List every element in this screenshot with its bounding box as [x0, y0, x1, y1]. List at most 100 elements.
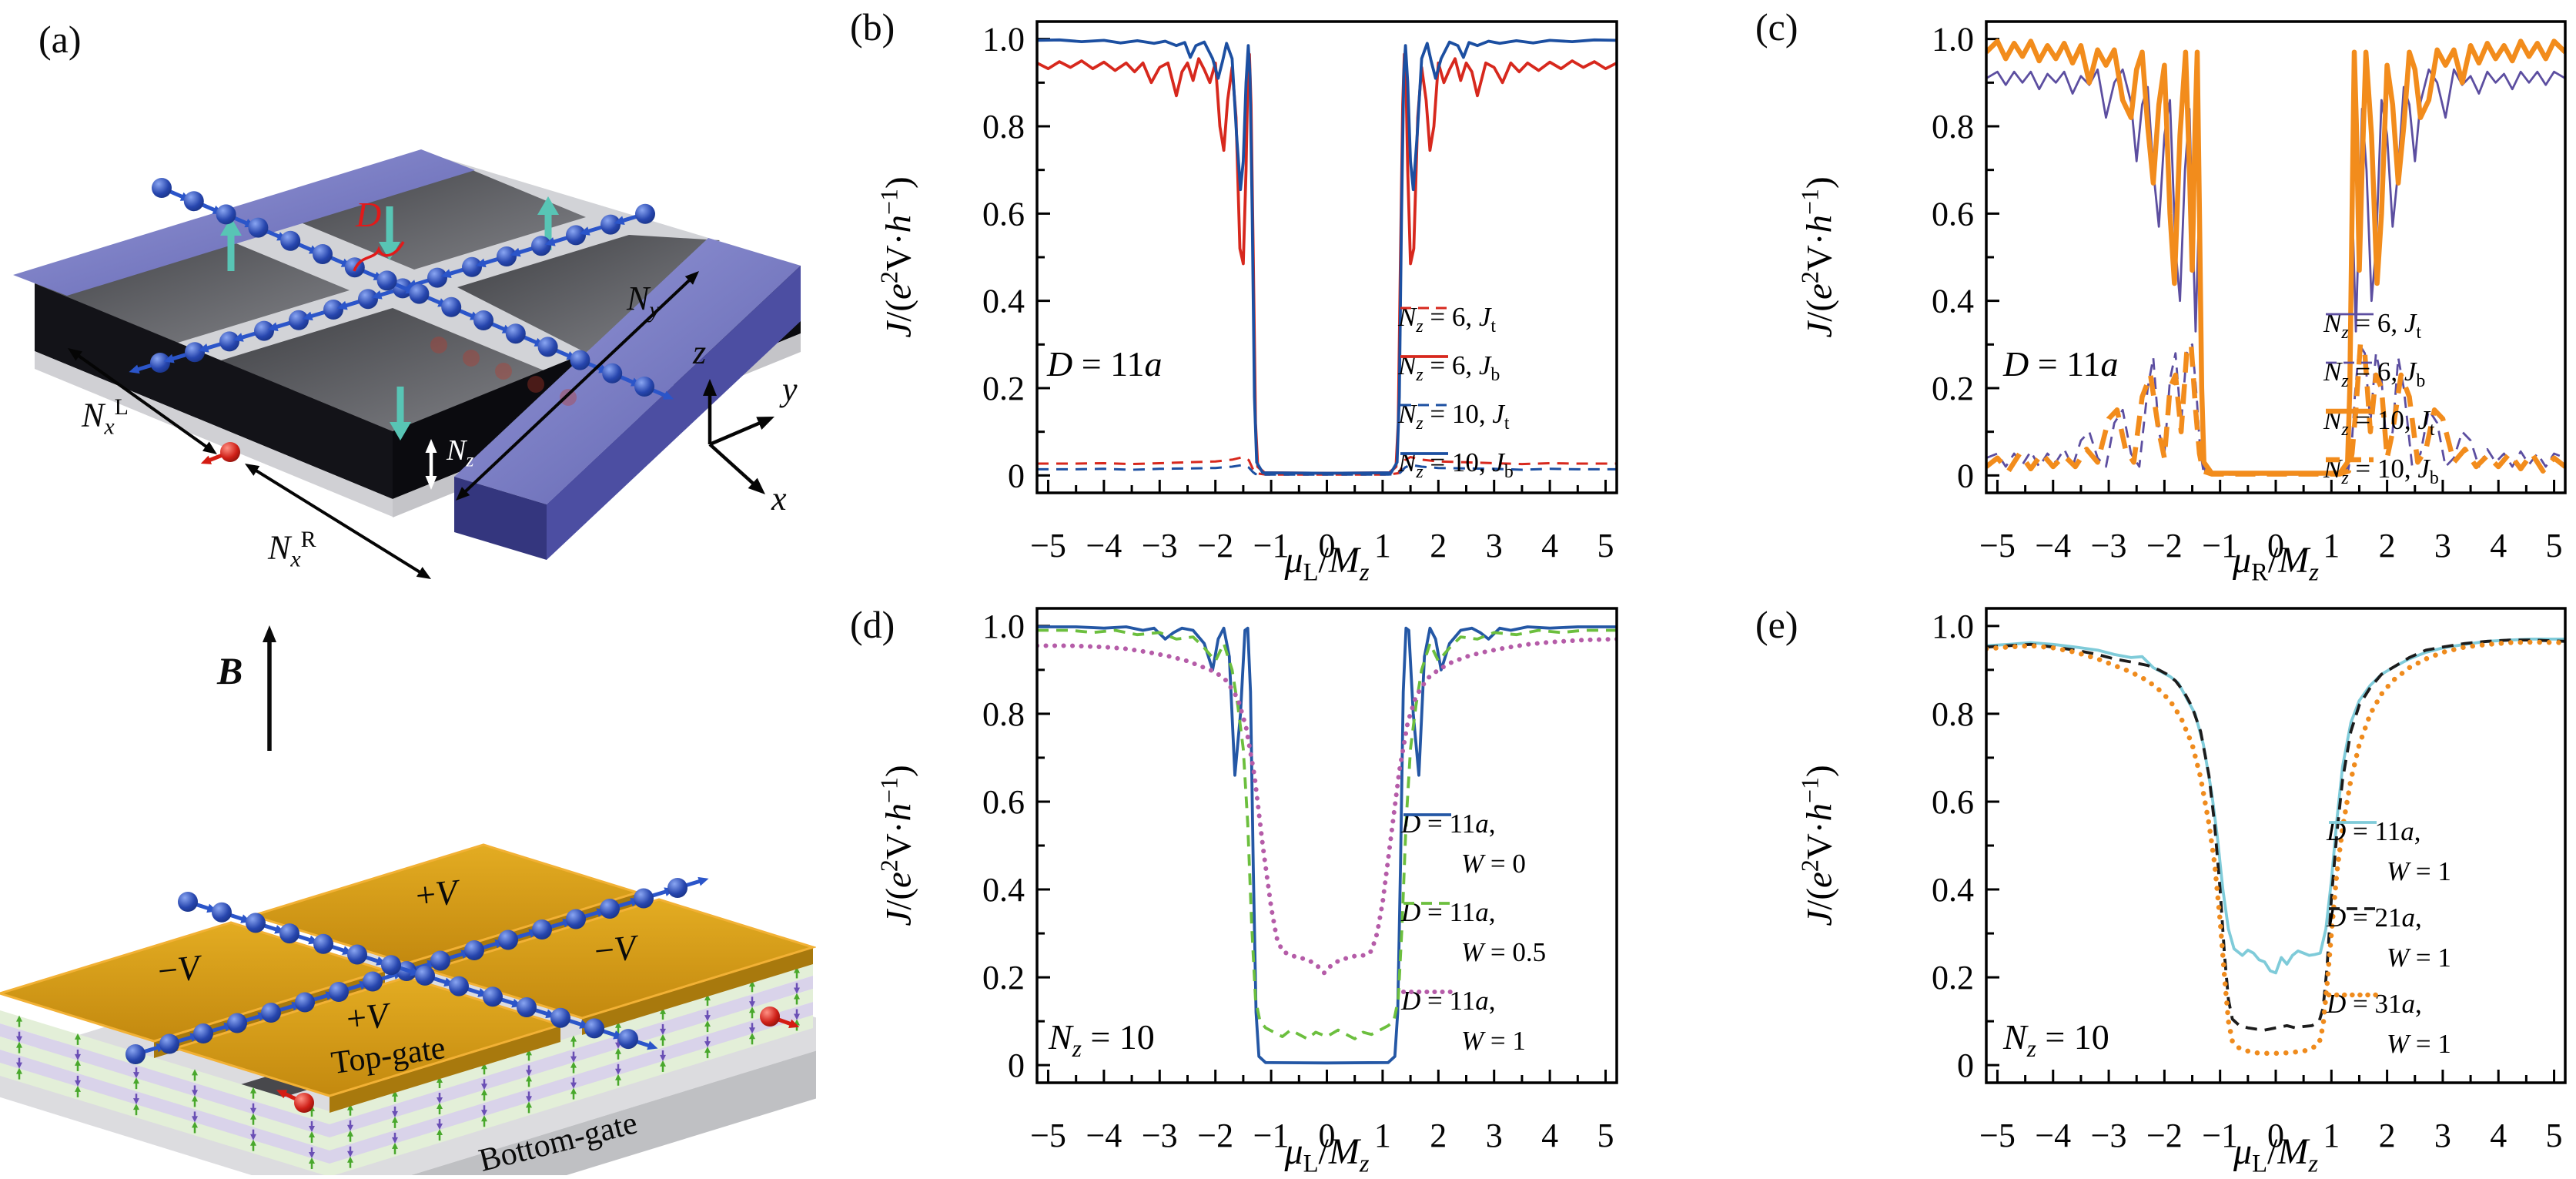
magnetic-region — [35, 231, 350, 343]
dimension-arrows — [68, 271, 699, 579]
chart-panel-c: −5 −4 −3 −2 −1 0 1 2 3 4 5 0 0.2 0.4 0.6 0.8 1.0 (c) J/(e2… — [1732, 0, 2576, 587]
chart-panel-d: −5 −4 −3 −2 −1 0 1 2 3 4 5 0 0.2 0.4 0.6 0.8 1.0 (d) J/(e2… — [816, 585, 1632, 1178]
label-axis-z: z — [693, 333, 707, 371]
svg-text:−2: −2 — [1197, 527, 1233, 564]
legend-entry: Nz = 10, Jt — [1398, 399, 1510, 434]
legend-entry: D = 11a, — [1401, 897, 1495, 928]
svg-text:5: 5 — [1597, 527, 1614, 564]
svg-text:0.2: 0.2 — [982, 370, 1025, 407]
svg-text:0: 0 — [1957, 1047, 1974, 1084]
panel-label-c: (c) — [1755, 5, 1798, 49]
label-axis-y: y — [782, 370, 798, 408]
svg-text:1.0: 1.0 — [1932, 608, 1974, 645]
svg-text:0: 0 — [1319, 527, 1336, 564]
plot-frame — [1985, 607, 2567, 1084]
legend-entry: D = 11a, — [1401, 809, 1495, 839]
plot-frame — [1985, 20, 2567, 494]
svg-text:1.0: 1.0 — [1932, 21, 1974, 59]
series-D11_W1 — [1037, 636, 1617, 976]
svg-text:−4: −4 — [1086, 527, 1122, 564]
tick-labels: −5 −4 −3 −2 −1 0 1 2 3 4 5 0 0.2 0.4 0.6 0.8 1.0 — [1932, 608, 2563, 1154]
legend-label-line2: W = 1 — [2387, 1029, 2451, 1059]
svg-text:5: 5 — [2546, 1117, 2563, 1154]
red-spin — [200, 442, 240, 464]
label-NxR: NxR — [268, 527, 316, 572]
series-Nz10_Jt — [1986, 39, 2565, 476]
svg-text:0.8: 0.8 — [982, 695, 1025, 733]
x-axis-label: μR/Mz — [2233, 540, 2319, 587]
svg-text:0.4: 0.4 — [1932, 871, 1974, 909]
svg-text:2: 2 — [1430, 1117, 1447, 1154]
label-gate-minusV-front-left: −V — [156, 947, 202, 991]
svg-text:−4: −4 — [2035, 1117, 2071, 1154]
tick-labels: −5 −4 −3 −2 −1 0 1 2 3 4 5 0 0.2 0.4 0.6 0.8 1.0 — [1932, 21, 2563, 565]
panel-label-e: (e) — [1755, 603, 1798, 646]
svg-text:0.6: 0.6 — [1932, 195, 1974, 233]
slab-3d — [13, 149, 801, 560]
coordinate-axes — [703, 379, 774, 494]
device-schematic-gates — [0, 625, 816, 1175]
svg-text:0.8: 0.8 — [1932, 695, 1974, 733]
legend-label-line2: W = 1 — [2387, 856, 2451, 886]
spin-chains — [125, 876, 709, 1064]
y-axis-label: J/(e2V·h−1) — [1796, 765, 1840, 926]
svg-text:1.0: 1.0 — [982, 21, 1025, 59]
legend-entry: Nz = 10, Jb — [2323, 454, 2439, 489]
y-axis-label: J/(e2V·h−1) — [875, 176, 919, 338]
legend-label: D = 21a, — [2327, 903, 2422, 933]
svg-text:0: 0 — [1008, 1047, 1025, 1084]
svg-text:−5: −5 — [1030, 1117, 1066, 1154]
series-D11_W05 — [1037, 628, 1617, 1040]
svg-text:0.8: 0.8 — [982, 108, 1025, 146]
legend-label: Nz = 10, Jb — [1398, 447, 1514, 482]
svg-text:4: 4 — [1541, 1117, 1558, 1154]
magnetic-region — [271, 158, 586, 270]
x-axis-label: μL/Mz — [1284, 540, 1370, 587]
svg-text:3: 3 — [1486, 1117, 1503, 1154]
label-D: D — [356, 195, 382, 234]
magnetic-region — [457, 235, 720, 353]
y-axis-label: J/(e2V·h−1) — [875, 765, 919, 926]
svg-text:0: 0 — [2267, 1117, 2284, 1154]
svg-text:3: 3 — [2434, 1117, 2451, 1154]
legend-entry: D = 11a, — [2327, 816, 2420, 847]
annotation-d: Nz = 10 — [1049, 1017, 1155, 1063]
plot-svg-d: −5 −4 −3 −2 −1 0 1 2 3 4 5 0 0.2 0.4 0.6 0.8 1.0 — [982, 607, 1618, 1154]
legend-label-line2: W = 0.5 — [1461, 937, 1547, 967]
label-axis-x: x — [771, 480, 787, 517]
annotation-c: D = 11a — [2003, 344, 2119, 384]
svg-text:3: 3 — [1486, 527, 1503, 564]
legend-label: Nz = 6, Jb — [2323, 357, 2426, 391]
svg-text:0: 0 — [1008, 457, 1025, 494]
svg-text:0.4: 0.4 — [982, 871, 1025, 909]
panel-a: (a) D NxL NxR Ny Nz z y x B −V +V −V +V … — [0, 0, 816, 1179]
legend-entry: D = 11a, — [1401, 986, 1495, 1017]
svg-text:1: 1 — [2323, 1117, 2340, 1154]
legend-entry: Nz = 6, Jb — [1398, 350, 1500, 386]
svg-text:−4: −4 — [2035, 527, 2071, 564]
svg-text:4: 4 — [2490, 1117, 2507, 1154]
label-Ny: Ny — [627, 280, 660, 323]
svg-text:1: 1 — [1374, 527, 1391, 564]
legend-entry: Nz = 10, Jb — [1398, 447, 1514, 483]
label-gate-plusV-back-left: +V — [413, 872, 460, 916]
svg-text:−5: −5 — [1979, 1117, 2016, 1154]
series-D21_W1 — [1986, 638, 2565, 1032]
svg-text:0.8: 0.8 — [1932, 108, 1974, 146]
tick-labels: −5 −4 −3 −2 −1 0 1 2 3 4 5 0 0.2 0.4 0.6 0.8 1.0 — [982, 608, 1614, 1154]
svg-text:2: 2 — [1430, 527, 1447, 564]
svg-text:1.0: 1.0 — [982, 608, 1025, 645]
legend-entry: Nz = 10, Jt — [2323, 405, 2435, 440]
legend-entry: Nz = 6, Jt — [2323, 308, 2421, 343]
series-D11_W0 — [1037, 625, 1617, 1065]
axis-ticks — [1037, 38, 1607, 493]
svg-text:−5: −5 — [1979, 527, 2016, 564]
svg-text:2: 2 — [2379, 1117, 2396, 1154]
svg-text:0.2: 0.2 — [1932, 959, 1974, 996]
D-brace — [353, 241, 405, 272]
tick-labels: −5 −4 −3 −2 −1 0 1 2 3 4 5 0 0.2 0.4 0.6 0.8 1.0 — [982, 21, 1614, 565]
svg-text:0: 0 — [1319, 1117, 1336, 1154]
series-D11_W1 — [1986, 638, 2565, 975]
svg-text:4: 4 — [1541, 527, 1558, 564]
